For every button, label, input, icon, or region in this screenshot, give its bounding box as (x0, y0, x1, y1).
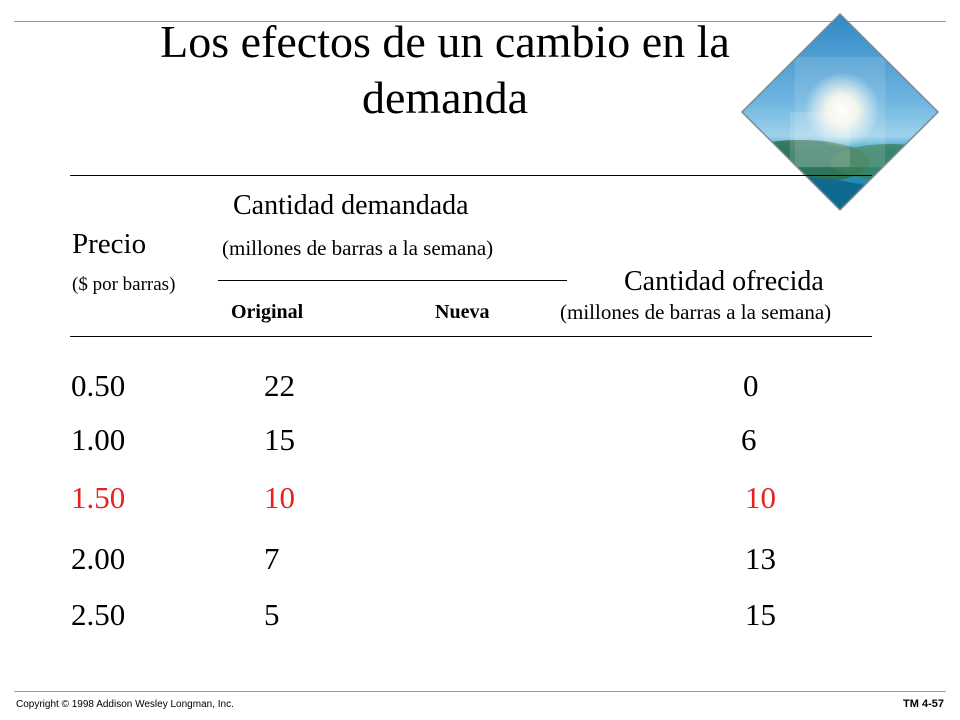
row4-original: 7 (264, 541, 280, 576)
table-top-rule (70, 175, 872, 176)
row4-supply: 13 (745, 541, 776, 576)
demand-units: (millones de barras a la semana) (222, 236, 494, 260)
row2-supply: 6 (741, 422, 757, 457)
demand-underline (218, 280, 567, 281)
row5-supply: 15 (745, 597, 776, 632)
slide-title-line2: demanda (361, 72, 529, 123)
row2-original: 15 (264, 422, 295, 457)
row3-supply: 10 (745, 480, 776, 515)
beach-diamond-icon (740, 12, 940, 212)
col-original-header: Original (231, 301, 304, 323)
row1-supply: 0 (743, 368, 759, 403)
slide-title-line1: Los efectos de un cambio en la (160, 16, 730, 67)
top-rule (14, 21, 946, 22)
copyright-text: Copyright © 1998 Addison Wesley Longman,… (16, 699, 234, 710)
row1-original: 22 (264, 368, 295, 403)
slide-number: TM 4-57 (903, 698, 944, 710)
supply-units: (millones de barras a la semana) (560, 300, 832, 324)
table-header-rule (70, 336, 872, 337)
row2-price: 1.00 (71, 422, 126, 457)
col-nueva-header: Nueva (435, 301, 490, 323)
row3-price: 1.50 (71, 480, 126, 515)
footer-rule (14, 691, 946, 692)
slide-title: Los efectos de un cambio en la demanda (60, 14, 830, 126)
row5-original: 5 (264, 597, 280, 632)
demand-header: Cantidad demandada (233, 190, 469, 221)
row5-price: 2.50 (71, 597, 126, 632)
row4-price: 2.00 (71, 541, 126, 576)
price-header: Precio (72, 228, 147, 260)
row3-original: 10 (264, 480, 295, 515)
price-units: ($ por barras) (72, 274, 176, 295)
row1-price: 0.50 (71, 368, 126, 403)
supply-header: Cantidad ofrecida (624, 266, 824, 297)
